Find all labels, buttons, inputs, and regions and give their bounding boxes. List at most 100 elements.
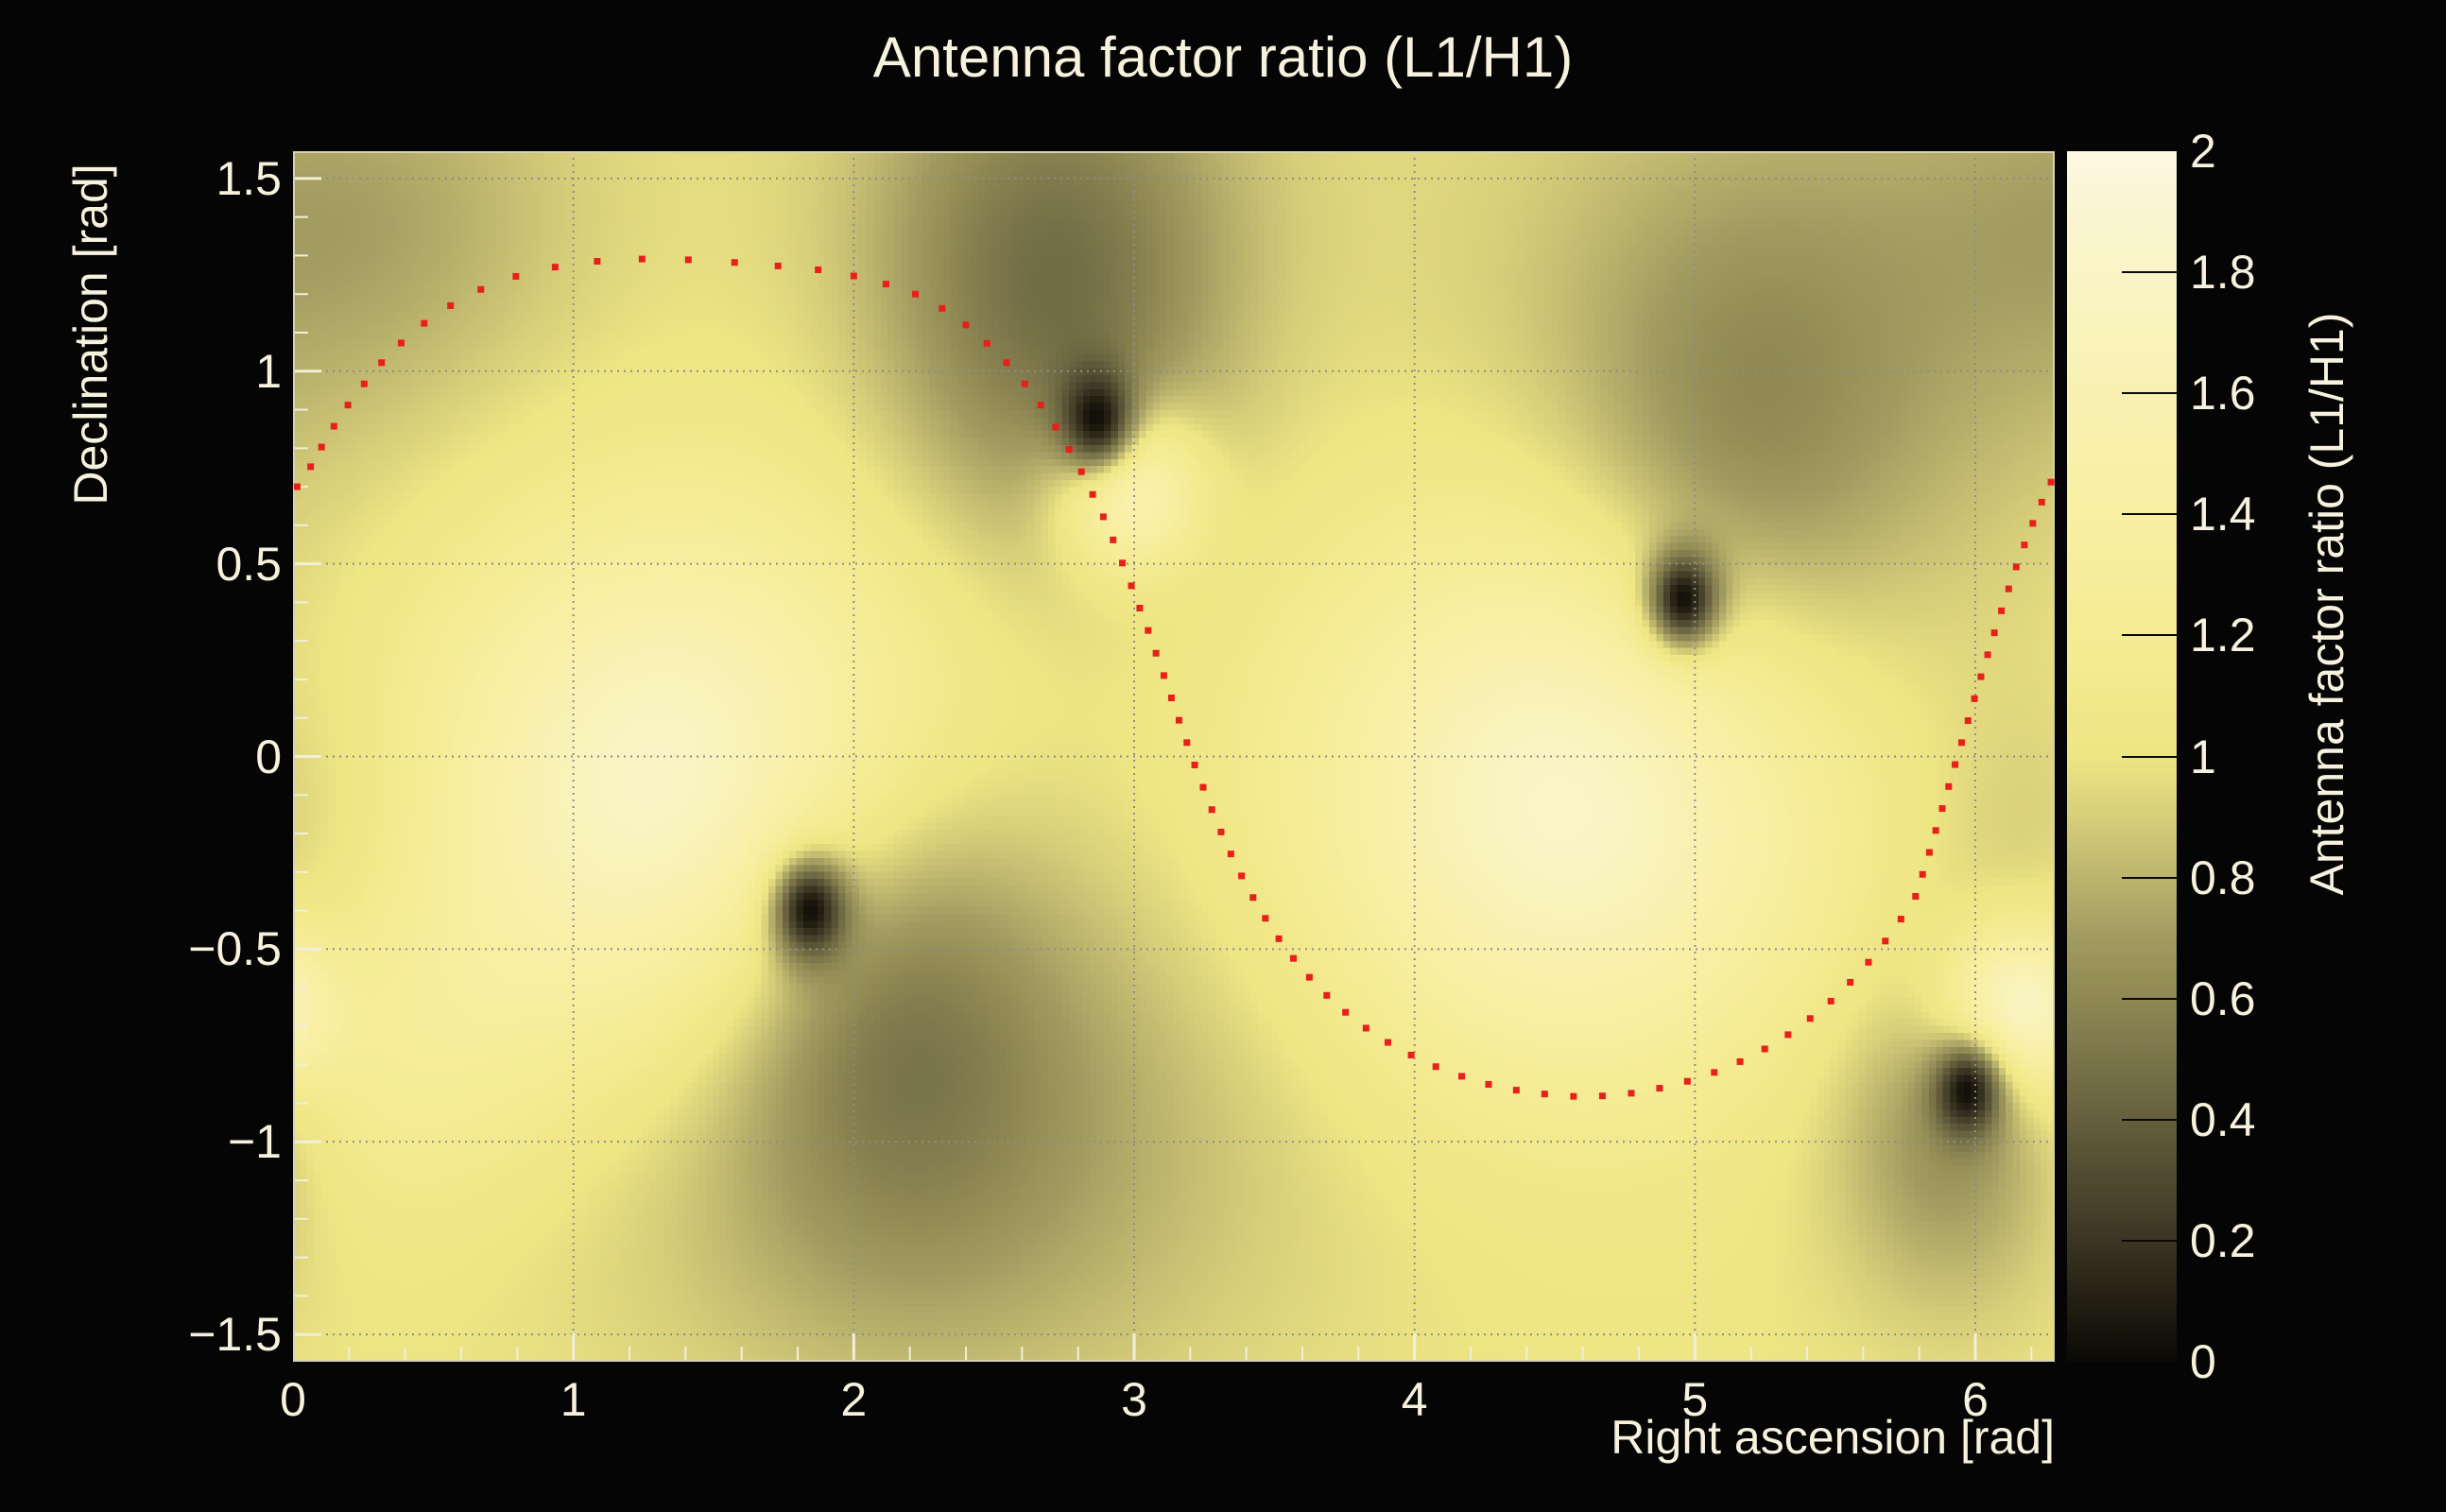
track-point bbox=[447, 301, 455, 309]
track-point bbox=[398, 339, 405, 347]
track-point bbox=[1736, 1057, 1744, 1065]
track-point bbox=[1175, 716, 1182, 724]
track-point bbox=[512, 272, 520, 280]
colorbar-tick-label: 0.4 bbox=[2190, 1092, 2256, 1146]
track-point bbox=[815, 266, 822, 274]
y-tick-label: 0 bbox=[255, 730, 282, 783]
track-point bbox=[1217, 828, 1225, 835]
colorbar-tick bbox=[2122, 634, 2177, 637]
track-point bbox=[1485, 1080, 1492, 1088]
track-point bbox=[2012, 563, 2020, 571]
colorbar-tick-label: 2 bbox=[2190, 125, 2216, 178]
track-point bbox=[1052, 423, 1059, 431]
track-point bbox=[360, 380, 368, 387]
track-point bbox=[1077, 468, 1085, 475]
track-point bbox=[939, 304, 946, 312]
track-point bbox=[2021, 541, 2028, 549]
colorbar bbox=[2067, 151, 2177, 1362]
track-point bbox=[307, 463, 315, 471]
track-point bbox=[477, 285, 485, 293]
track-point bbox=[1912, 893, 1920, 901]
colorbar-tick-label: 1.6 bbox=[2190, 367, 2256, 421]
track-point bbox=[2047, 478, 2055, 486]
y-tick-label: 1 bbox=[255, 344, 282, 398]
track-point bbox=[912, 290, 920, 298]
track-point bbox=[1199, 783, 1207, 791]
track-point bbox=[1089, 490, 1096, 498]
track-point bbox=[1145, 627, 1152, 634]
colorbar-tick-label: 1.4 bbox=[2190, 488, 2256, 541]
plot-frame bbox=[293, 151, 2055, 1362]
colorbar-tick bbox=[2122, 271, 2177, 274]
track-point bbox=[2029, 520, 2037, 527]
colorbar-tick-label: 0.8 bbox=[2190, 850, 2256, 904]
x-tick-label: 2 bbox=[840, 1373, 868, 1426]
track-point bbox=[1827, 997, 1834, 1005]
track-point bbox=[1847, 978, 1854, 986]
track-point bbox=[1784, 1031, 1792, 1039]
track-point bbox=[1289, 954, 1297, 962]
y-tick-label: −1 bbox=[227, 1115, 282, 1169]
track-point bbox=[1964, 717, 1972, 725]
track-point bbox=[850, 272, 857, 280]
track-point bbox=[594, 258, 601, 266]
colorbar-tick-label: 0 bbox=[2190, 1335, 2216, 1388]
track-point bbox=[1183, 739, 1191, 747]
colorbar-tick bbox=[2122, 1239, 2177, 1242]
track-point bbox=[2038, 498, 2045, 506]
colorbar-tick-label: 1 bbox=[2190, 730, 2216, 783]
track-point bbox=[1119, 559, 1127, 567]
track-point bbox=[1110, 536, 1117, 543]
heatmap-plot-area bbox=[293, 151, 2055, 1362]
track-point bbox=[1249, 894, 1257, 902]
colorbar-tick-label: 1.8 bbox=[2190, 246, 2256, 300]
track-point bbox=[1541, 1091, 1548, 1098]
colorbar-tick bbox=[2122, 876, 2177, 879]
colorbar-tick-label: 0.2 bbox=[2190, 1213, 2256, 1267]
x-tick-label: 5 bbox=[1681, 1373, 1709, 1426]
track-point bbox=[1512, 1087, 1520, 1094]
track-point bbox=[330, 422, 337, 430]
track-point bbox=[731, 259, 738, 266]
track-point bbox=[1238, 872, 1246, 880]
track-point bbox=[1945, 782, 1953, 790]
track-point bbox=[1656, 1085, 1663, 1092]
track-point bbox=[1003, 359, 1010, 367]
track-point bbox=[2005, 585, 2012, 593]
y-tick-label: 1.5 bbox=[215, 151, 282, 205]
track-point bbox=[1598, 1092, 1606, 1100]
track-point bbox=[1925, 849, 1933, 856]
colorbar-tick bbox=[2122, 392, 2177, 395]
track-point bbox=[1407, 1052, 1415, 1059]
track-point bbox=[1128, 582, 1135, 590]
x-tick-label: 3 bbox=[1121, 1373, 1147, 1426]
track-point bbox=[1099, 513, 1107, 521]
y-tick-label: 0.5 bbox=[215, 537, 282, 591]
track-point bbox=[1865, 958, 1872, 966]
track-point bbox=[1971, 695, 1978, 702]
track-point bbox=[1711, 1069, 1718, 1076]
track-point bbox=[1152, 649, 1160, 657]
track-point bbox=[983, 339, 990, 347]
track-point bbox=[1977, 673, 1985, 680]
track-point bbox=[1984, 651, 1991, 659]
track-point bbox=[1037, 402, 1044, 409]
track-point bbox=[1628, 1090, 1635, 1097]
track-point bbox=[962, 321, 970, 329]
x-axis-title: Right ascension [rad] bbox=[1611, 1411, 2055, 1464]
track-point bbox=[1938, 805, 1946, 813]
track-point bbox=[1305, 973, 1313, 981]
track-point bbox=[684, 256, 692, 264]
track-point bbox=[1362, 1024, 1369, 1032]
track-point bbox=[1806, 1015, 1814, 1022]
track-point bbox=[882, 281, 889, 288]
track-point bbox=[1761, 1045, 1768, 1053]
plot-title: Antenna factor ratio (L1/H1) bbox=[872, 26, 1574, 89]
track-point bbox=[1897, 916, 1904, 923]
x-tick-label: 0 bbox=[280, 1373, 306, 1426]
track-point bbox=[1932, 827, 1939, 834]
track-point bbox=[1275, 935, 1283, 942]
plot-overlay bbox=[293, 151, 2055, 1362]
colorbar-tick bbox=[2122, 513, 2177, 516]
track-point bbox=[1998, 607, 2006, 614]
